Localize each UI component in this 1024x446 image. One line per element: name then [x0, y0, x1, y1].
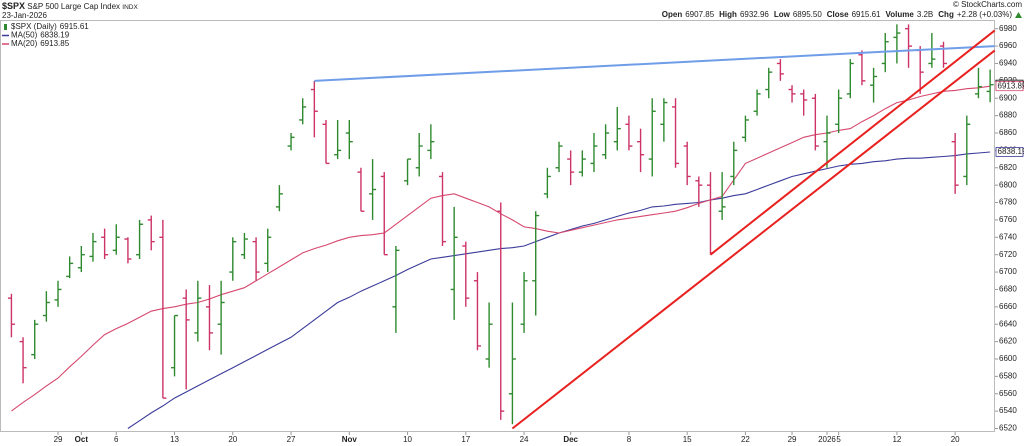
x-tick-label: Dec [563, 435, 578, 444]
legend-value: 6838.19 [40, 31, 69, 40]
y-tick-label: 6780 [999, 198, 1017, 207]
y-tick-label: 6520 [999, 424, 1017, 433]
x-tick-label: 10 [403, 435, 412, 444]
quote-label: Volume [886, 10, 915, 19]
y-tick-label: 6620 [999, 337, 1017, 346]
y-tick-label: 6720 [999, 250, 1017, 259]
x-tick-label: 20 [951, 435, 960, 444]
symbol: $SPX [2, 1, 25, 11]
y-tick-label: 6740 [999, 232, 1017, 241]
price-tag-label: 6838.19 [998, 147, 1024, 156]
quote-label: High [719, 10, 737, 19]
y-tick-label: 6820 [999, 163, 1017, 172]
plot [7, 24, 996, 430]
y-tick-label: 6860 [999, 128, 1017, 137]
x-tick-label: 20 [228, 435, 237, 444]
y-tick-label: 6660 [999, 302, 1017, 311]
quote-value: 6895.50 [793, 10, 822, 19]
legend-name: $SPX (Daily) [11, 22, 57, 31]
y-tick-label: 6940 [999, 59, 1017, 68]
y-tick-label: 6540 [999, 406, 1017, 415]
quote-label: Low [774, 10, 791, 19]
x-tick-label: 29 [54, 435, 63, 444]
quote-value: 3.2B [917, 10, 933, 19]
price-tag [995, 147, 1024, 157]
x-tick-label: 24 [520, 435, 529, 444]
x-tick-label: 6 [114, 435, 119, 444]
x-tick-label: 5 [836, 435, 841, 444]
x-tick-label: Nov [342, 435, 358, 444]
quote-value: 6932.96 [740, 10, 769, 19]
legend-value: 6915.61 [60, 22, 89, 31]
x-tick-label: 15 [683, 435, 692, 444]
legend-name: MA(20) [11, 39, 38, 48]
trendline [314, 45, 995, 82]
y-tick-label: 6560 [999, 389, 1017, 398]
index-name: S&P 500 Large Cap Index [27, 2, 120, 11]
x-tick-label: 2026 [818, 435, 836, 444]
quote-label: Open [662, 10, 683, 19]
quote-value: 6915.61 [852, 10, 881, 19]
x-tick-label: Oct [75, 435, 89, 444]
quote-label: Chg [938, 10, 954, 19]
x-tick-label: 12 [892, 435, 901, 444]
y-tick-label: 6800 [999, 180, 1017, 189]
y-tick-label: 6900 [999, 93, 1017, 102]
date: 23-Jan-2026 [2, 11, 47, 20]
y-tick-label: 6640 [999, 319, 1017, 328]
legend-swatch [4, 24, 7, 30]
credit: © StockCharts.com [953, 0, 1022, 9]
quote-value: 6907.85 [685, 10, 714, 19]
plot-frame [0, 20, 995, 432]
y-tick-label: 6700 [999, 267, 1017, 276]
y-tick-label: 6680 [999, 285, 1017, 294]
x-tick-label: 8 [627, 435, 632, 444]
y-tick-label: 6580 [999, 371, 1017, 380]
y-tick-label: 6960 [999, 41, 1017, 50]
x-tick-label: 27 [287, 435, 296, 444]
quote-label: Close [827, 10, 849, 19]
x-tick-label: 22 [741, 435, 750, 444]
legend-entry: $SPX (Daily) 6915.61 [11, 22, 89, 31]
legend-entry: MA(50) 6838.19 [11, 31, 70, 40]
trendline [709, 29, 996, 256]
y-tick-label: 6760 [999, 215, 1017, 224]
price-tag [995, 81, 1024, 92]
x-tick-label: 29 [788, 435, 797, 444]
price-tag-label: 6913.85 [998, 81, 1024, 90]
x-tick-label: 13 [170, 435, 179, 444]
quote: Open 6907.85 High 6932.96 Low 6895.50 Close 691… [662, 10, 1013, 19]
exchange: INDX [122, 4, 138, 11]
chart-title: $SPX S&P 500 Large Cap Index INDX [2, 1, 138, 11]
trendline [511, 49, 996, 430]
up-arrow [1015, 12, 1022, 18]
legend-name: MA(50) [11, 31, 38, 40]
y-tick-label: 6980 [999, 24, 1017, 33]
x-tick-label: 17 [461, 435, 470, 444]
quote-value: +2.28 (+0.03%) [957, 10, 1012, 19]
y-tick-label: 6600 [999, 354, 1017, 363]
y-tick-label: 6880 [999, 111, 1017, 120]
legend-entry: MA(20) 6913.85 [11, 39, 70, 48]
legend-value: 6913.85 [40, 39, 69, 48]
